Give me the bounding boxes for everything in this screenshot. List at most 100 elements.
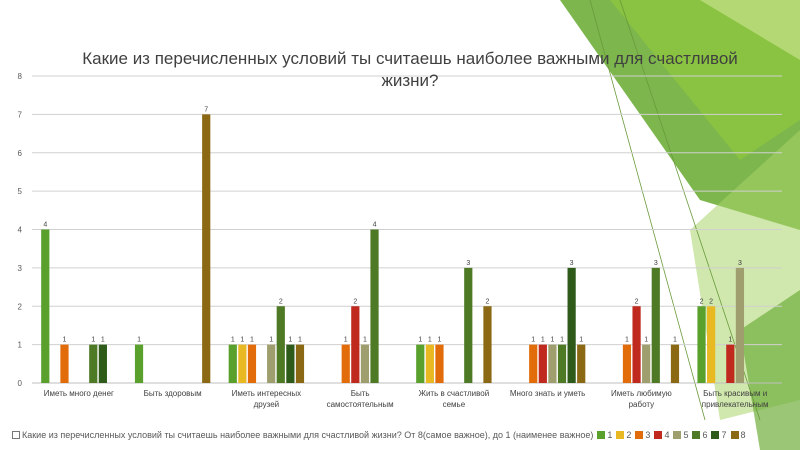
bar (247, 344, 257, 383)
x-tick-label: Быть здоровым (144, 389, 202, 398)
x-tick-label: Иметь интересных (232, 389, 301, 398)
bar (577, 344, 586, 383)
y-tick-label: 4 (18, 226, 23, 235)
bar (202, 114, 211, 383)
bar (697, 306, 706, 383)
legend-title: Какие из перечисленных условий ты считае… (22, 430, 594, 440)
data-label: 2 (486, 298, 490, 305)
data-label: 1 (541, 337, 545, 344)
bar (567, 267, 576, 383)
legend-label: 5 (683, 430, 689, 440)
x-tick-label: Иметь любимую (611, 389, 672, 398)
data-label: 2 (709, 298, 713, 305)
bar (295, 344, 305, 383)
x-tick-label: Жить в счастливой (419, 389, 490, 398)
data-label: 1 (231, 337, 235, 344)
data-label: 1 (240, 337, 244, 344)
y-tick-label: 7 (18, 110, 23, 119)
x-tick-label: Быть красивым и (703, 389, 767, 398)
legend-swatch (692, 431, 701, 439)
data-label: 1 (288, 337, 292, 344)
bar (642, 344, 651, 383)
chart-title: Какие из перечисленных условий ты считае… (82, 49, 738, 90)
data-label: 1 (91, 337, 95, 344)
bar (483, 306, 492, 383)
data-label: 1 (625, 337, 629, 344)
legend-label: 8 (740, 430, 746, 440)
legend-swatch (616, 431, 625, 439)
x-tick-label: Много знать и уметь (510, 389, 585, 398)
bar (351, 306, 360, 383)
x-tick-label: друзей (254, 400, 280, 409)
data-label: 1 (101, 337, 105, 344)
legend-items: 1 2 3 4 5 6 7 8 (593, 430, 746, 440)
y-tick-label: 8 (18, 72, 23, 81)
data-label: 1 (428, 337, 432, 344)
data-label: 1 (550, 337, 554, 344)
bar (341, 344, 350, 383)
data-label: 1 (269, 337, 273, 344)
bar (529, 344, 538, 383)
bar (557, 344, 567, 383)
bar (134, 344, 144, 383)
decor-shape (610, 0, 800, 160)
bar (276, 306, 285, 383)
x-tick-label: привлекательным (702, 400, 769, 409)
y-tick-label: 3 (18, 264, 23, 273)
y-tick-label: 1 (18, 341, 23, 350)
chart-legend: Какие из перечисленных условий ты считае… (12, 430, 800, 440)
data-label: 1 (531, 337, 535, 344)
data-label: 2 (279, 298, 283, 305)
x-tick-label: Быть (351, 389, 370, 398)
bar (416, 344, 425, 383)
data-label: 1 (418, 337, 422, 344)
legend-swatch (673, 431, 682, 439)
bar (651, 267, 660, 383)
legend-swatch (711, 431, 720, 439)
data-label: 2 (635, 298, 639, 305)
data-label: 1 (363, 337, 367, 344)
data-label: 1 (438, 337, 442, 344)
y-tick-label: 0 (18, 379, 23, 388)
y-tick-label: 5 (18, 187, 23, 196)
data-label: 4 (373, 222, 377, 229)
data-label: 2 (700, 298, 704, 305)
data-label: 4 (43, 222, 47, 229)
legend-label: 2 (626, 430, 632, 440)
legend-swatch (597, 431, 606, 439)
bar (370, 229, 379, 383)
bar (267, 344, 276, 383)
bar (735, 267, 745, 383)
bar (538, 344, 547, 383)
data-label: 1 (137, 337, 141, 344)
bar (548, 344, 557, 383)
legend-marker-icon (12, 431, 20, 439)
data-label: 1 (728, 337, 732, 344)
legend-label: 3 (645, 430, 651, 440)
data-label: 1 (250, 337, 254, 344)
data-label: 1 (344, 337, 348, 344)
x-tick-label: самостоятельным (327, 400, 394, 409)
data-label: 1 (579, 337, 583, 344)
x-tick-label: семье (443, 400, 466, 409)
data-label: 3 (466, 260, 470, 267)
data-label: 1 (560, 337, 564, 344)
legend-label: 4 (664, 430, 670, 440)
bar (707, 306, 716, 383)
y-tick-label: 6 (18, 149, 23, 158)
legend-label: 6 (702, 430, 708, 440)
decor-shape (700, 0, 800, 60)
bar (726, 344, 735, 383)
bar (41, 229, 50, 383)
data-label: 1 (63, 337, 67, 344)
legend-label: 1 (607, 430, 613, 440)
data-label: 1 (644, 337, 648, 344)
bar (670, 344, 680, 383)
bar (425, 344, 434, 383)
bar (464, 267, 473, 383)
legend-swatch (635, 431, 644, 439)
decor-line (589, 0, 706, 421)
bar (228, 344, 237, 383)
bar (98, 344, 107, 383)
legend-swatch (730, 431, 739, 439)
